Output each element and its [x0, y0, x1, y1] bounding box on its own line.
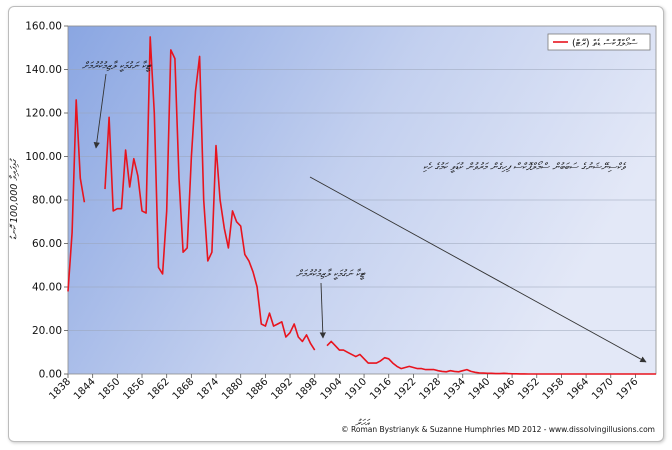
y-tick-label: 20.00 [32, 325, 62, 337]
annotation-2-arrow [319, 282, 326, 339]
x-tick-label: 1976 [615, 376, 641, 402]
x-tick-label: 1862 [146, 376, 172, 402]
gridlines [68, 69, 656, 331]
x-tick-label: 1970 [590, 376, 616, 402]
legend: ސްމޯލްޕޮކްސް ޑެތް (ރޭޓް) [547, 33, 651, 51]
y-tick-label: 140.00 [25, 64, 62, 76]
x-tick-label: 1964 [565, 376, 591, 402]
x-tick-label: 1922 [393, 376, 419, 402]
y-tick-label: 160.00 [25, 21, 62, 33]
annotation-1-arrow [93, 73, 107, 149]
annotation-1: ޓީކާ ނަގުމަކީ ލާޒިމުކުރުމަށް [82, 60, 152, 72]
x-tick-label: 1850 [97, 376, 123, 402]
x-tick-label: 1856 [121, 376, 147, 402]
annotation-2: ޓީކާ ނަގުމަކީ ލާޒިމުކުރުމަށް [296, 268, 366, 280]
x-tick-label: 1868 [171, 376, 197, 402]
x-tick-label: 1892 [269, 376, 295, 402]
series-lines [67, 36, 656, 375]
x-tick-label: 1958 [541, 376, 567, 402]
credit-text: © Roman Bystrianyk & Suzanne Humphries M… [341, 425, 655, 434]
y-tick-label: 100.00 [25, 151, 62, 163]
x-tick-label: 1910 [343, 376, 369, 402]
x-tick-label: 1880 [220, 376, 246, 402]
x-tick-label: 1916 [368, 376, 394, 402]
y-axis: 0.00 20.00 40.00 60.00 80.00 100.00 120.00 140.… [25, 21, 68, 381]
annotation-3-arrow [309, 176, 647, 363]
series-line-segment-1 [67, 99, 86, 292]
y-axis-title: ގުޅިފައިވާ 100,000 ކޮނޑު [8, 158, 20, 240]
series-line-segment-2 [104, 36, 316, 351]
series-line-segment-3 [326, 340, 656, 375]
x-tick-label: 1874 [195, 376, 221, 402]
x-tick-label: 1952 [516, 376, 542, 402]
x-tick-label: 1928 [417, 376, 443, 402]
x-tick-label: 1844 [72, 376, 98, 402]
y-tick-label: 80.00 [32, 195, 62, 207]
y-tick-label: 120.00 [25, 108, 62, 120]
x-tick-label: 1940 [467, 376, 493, 402]
x-tick-label: 1898 [294, 376, 320, 402]
x-tick-label: 1886 [245, 376, 271, 402]
x-tick-label: 1934 [442, 376, 468, 402]
legend-box [547, 33, 651, 51]
legend-label: ސްމޯލްޕޮކްސް ޑެތް (ރޭޓް) [572, 37, 638, 49]
x-tick-label: 1946 [491, 376, 517, 402]
y-tick-label: 60.00 [32, 238, 62, 250]
x-tick-label: 1904 [319, 376, 345, 402]
y-tick-label: 40.00 [32, 282, 62, 294]
x-axis-title: އަހަރު [355, 418, 370, 429]
x-axis: 1838184418501856186218681874188018861892… [47, 374, 641, 402]
annotation-3: ވެކްސިނޭޝަނުގެ ސަބަބުން ސްމޯލްޕޮކްސް ފިހ… [423, 161, 627, 173]
y-tick-label: 0.00 [39, 369, 62, 381]
